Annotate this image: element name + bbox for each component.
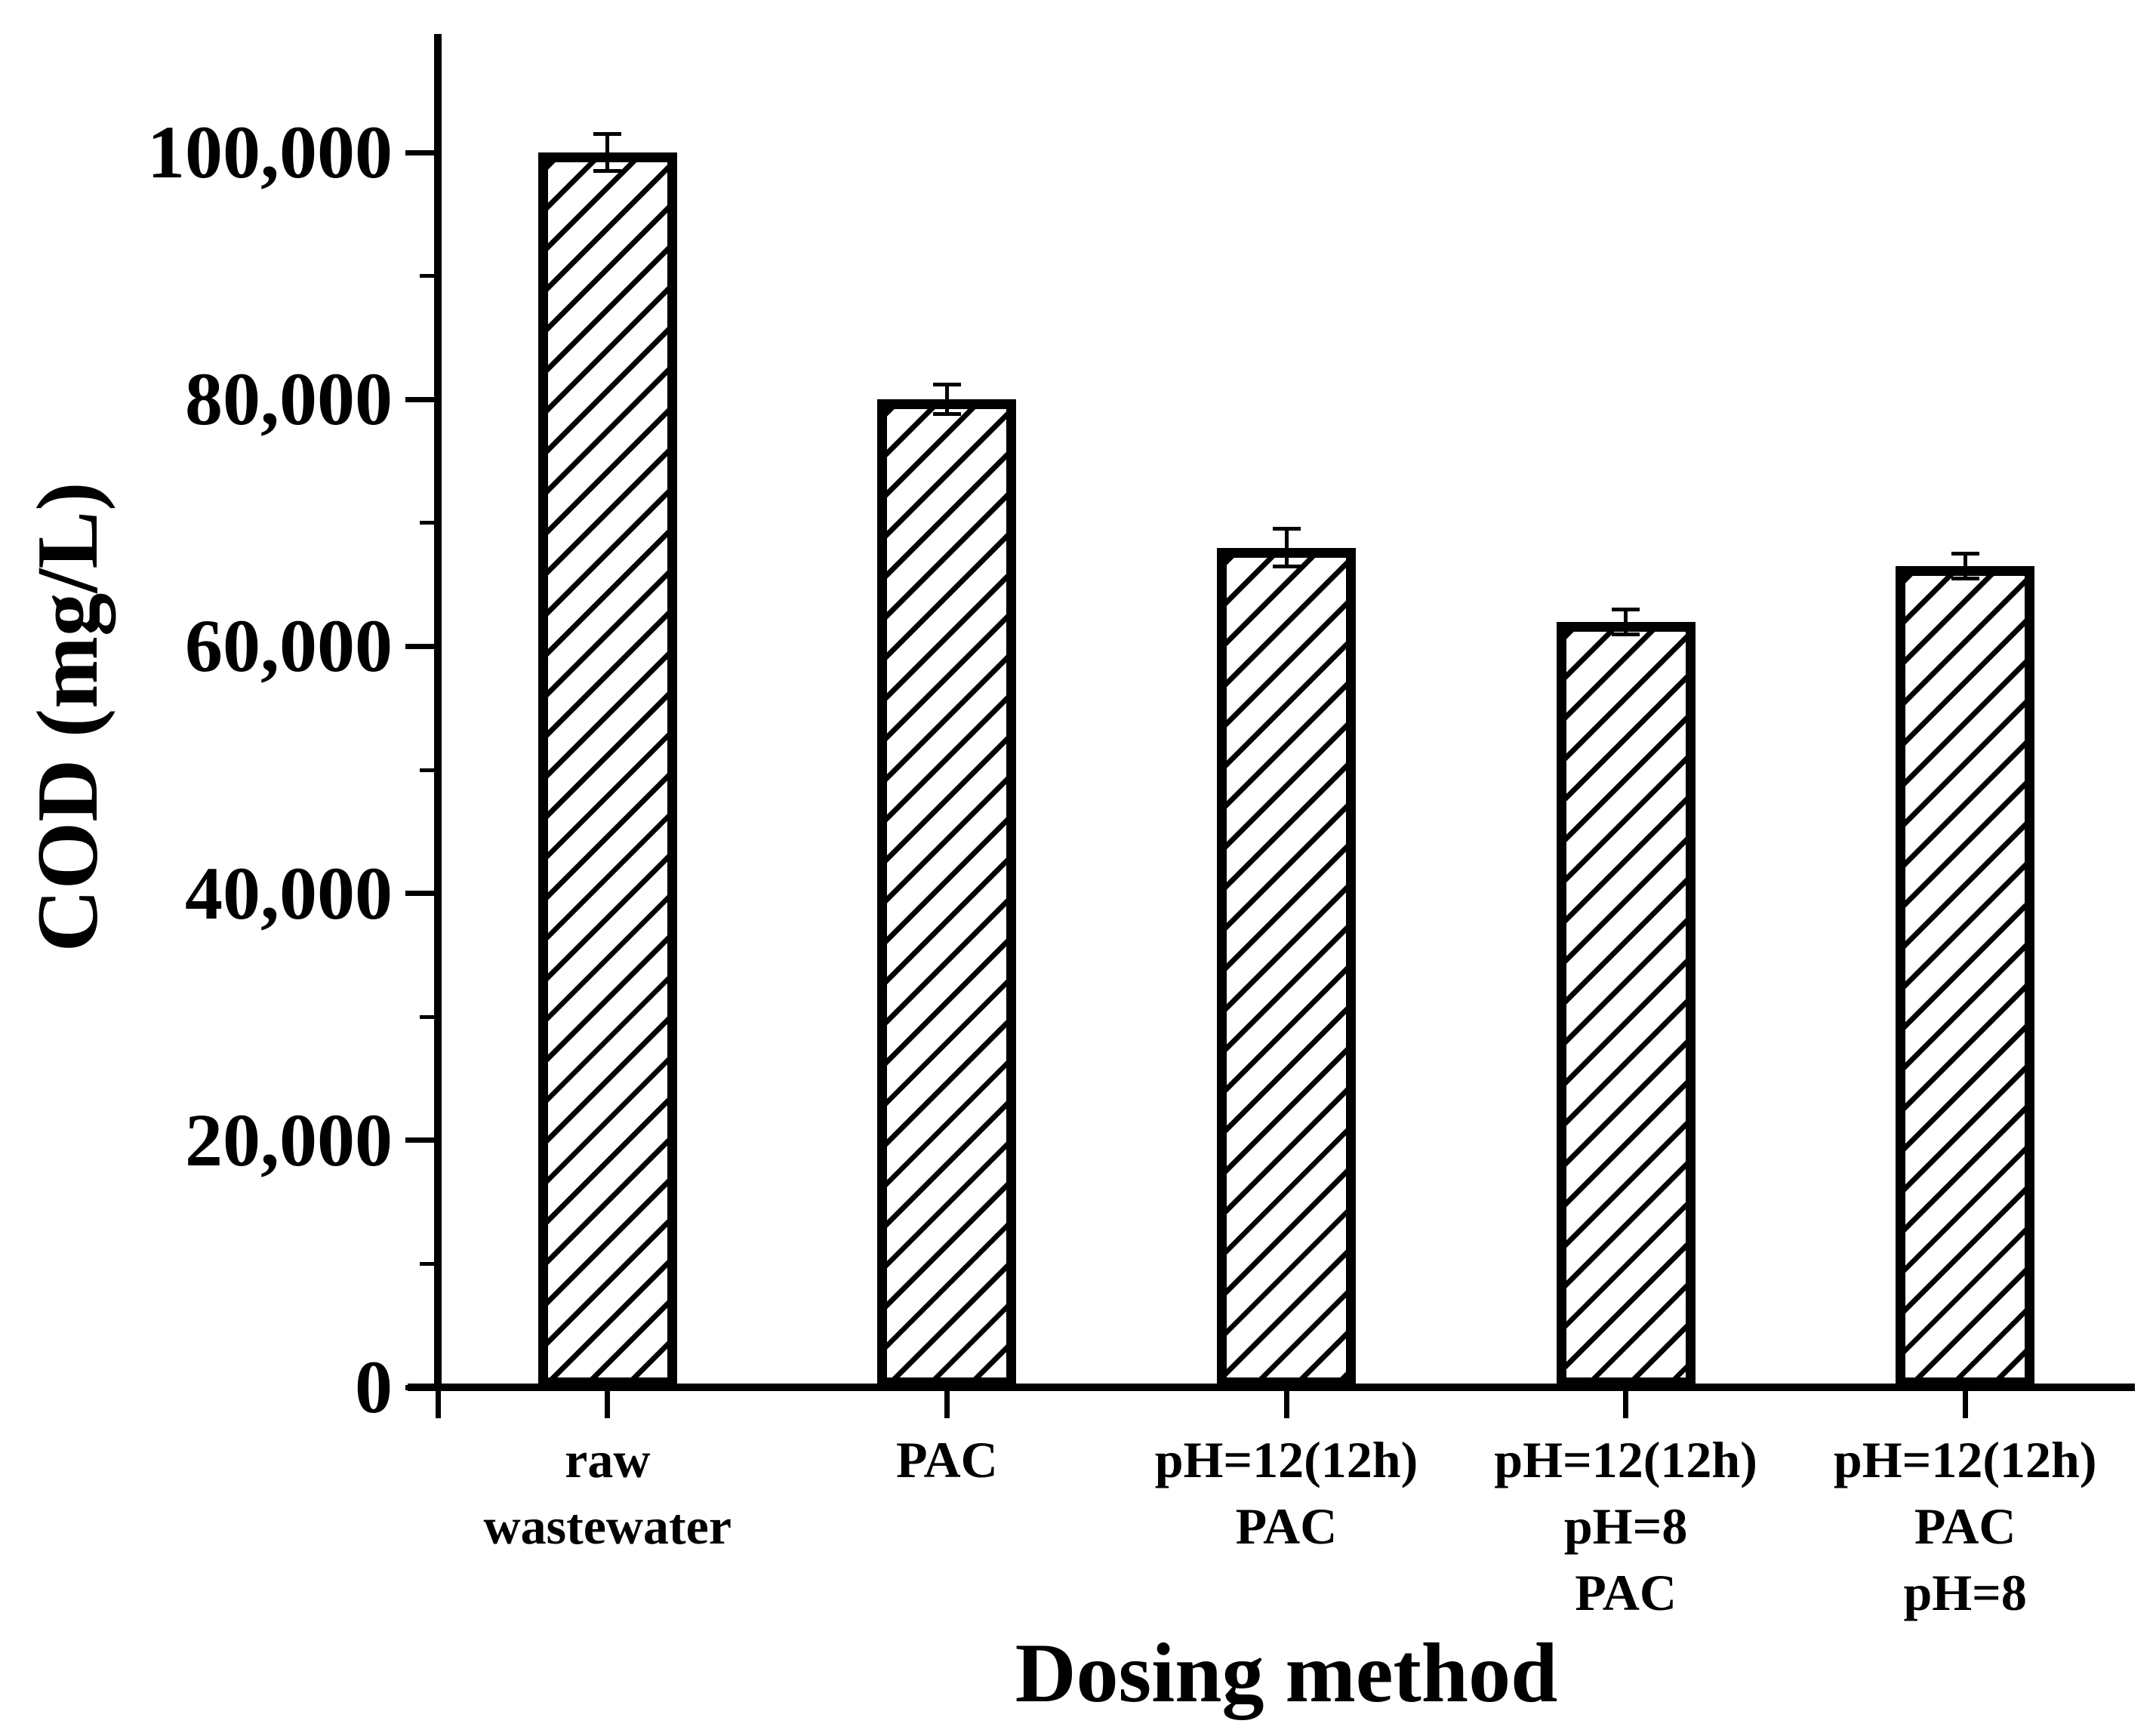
- bar: [537, 152, 677, 1387]
- error-bar-cap-bottom: [593, 169, 622, 174]
- bar: [1217, 547, 1356, 1387]
- y-minor-tick: [420, 768, 438, 772]
- y-major-tick: [405, 891, 434, 897]
- error-bar-cap-top: [593, 131, 622, 136]
- x-category-label-line: pH=8: [1903, 1564, 2027, 1621]
- x-category-label: raw wastewater: [419, 1427, 796, 1559]
- error-bar-stem: [1624, 609, 1628, 635]
- x-category-label: pH=12(12h) PAC: [1098, 1427, 1475, 1559]
- error-bar-cap-bottom: [1951, 576, 1979, 580]
- x-category-label-line: pH=8: [1563, 1497, 1688, 1555]
- y-axis-line: [434, 34, 442, 1391]
- error-bar-stem: [944, 384, 949, 414]
- bar: [1896, 566, 2035, 1387]
- error-bar-stem: [1963, 553, 1967, 579]
- error-bar-cap-top: [1951, 552, 1979, 556]
- y-minor-tick: [420, 1014, 438, 1019]
- error-bar-cap-bottom: [932, 412, 961, 417]
- x-tick: [1283, 1391, 1289, 1418]
- error-bar-cap-top: [1612, 607, 1640, 611]
- y-major-tick: [405, 1384, 434, 1390]
- x-category-label: pH=12(12h) PAC pH=8: [1776, 1427, 2154, 1626]
- x-tick: [944, 1391, 950, 1418]
- bar: [877, 399, 1017, 1387]
- y-tick-label: 100,000: [147, 110, 393, 194]
- x-category-label: pH=12(12h) pH=8 PAC: [1437, 1427, 1815, 1626]
- x-category-label-line: pH=12(12h): [1494, 1431, 1757, 1488]
- x-axis-line: [408, 1384, 2135, 1391]
- x-axis-title: Dosing method: [1015, 1627, 1558, 1720]
- x-category-label-line: wastewater: [483, 1497, 732, 1555]
- x-category-label-line: pH=12(12h): [1154, 1431, 1418, 1488]
- error-bar-stem: [605, 134, 610, 171]
- y-major-tick: [405, 643, 434, 649]
- error-bar-cap-bottom: [1272, 564, 1301, 568]
- y-tick-label: 60,000: [185, 604, 393, 688]
- y-minor-tick: [420, 1261, 438, 1266]
- x-category-label-line: raw: [565, 1431, 651, 1488]
- x-tick: [1623, 1391, 1629, 1418]
- x-category-label-line: PAC: [1235, 1497, 1338, 1555]
- y-axis-title: COD (mg/L): [20, 482, 116, 953]
- y-minor-tick: [420, 521, 438, 525]
- y-minor-tick: [420, 274, 438, 279]
- y-major-tick: [405, 1137, 434, 1143]
- x-category-label-line: PAC: [1575, 1564, 1677, 1621]
- y-tick-label: 0: [355, 1345, 393, 1429]
- y-major-tick: [405, 396, 434, 402]
- x-tick: [435, 1391, 441, 1418]
- x-tick: [1962, 1391, 1968, 1418]
- x-category-label-line: pH=12(12h): [1833, 1431, 2097, 1488]
- error-bar-stem: [1284, 528, 1289, 567]
- y-tick-label: 40,000: [185, 851, 393, 935]
- y-major-tick: [405, 149, 434, 155]
- x-category-label-line: PAC: [896, 1431, 998, 1488]
- x-tick: [605, 1391, 611, 1418]
- bar: [1556, 621, 1696, 1387]
- error-bar-cap-top: [1272, 527, 1301, 531]
- y-tick-label: 20,000: [185, 1097, 393, 1182]
- y-tick-label: 80,000: [185, 357, 393, 442]
- error-bar-cap-top: [932, 383, 961, 387]
- x-category-label: PAC: [758, 1427, 1135, 1493]
- x-category-label-line: PAC: [1914, 1497, 2016, 1555]
- error-bar-cap-bottom: [1612, 632, 1640, 636]
